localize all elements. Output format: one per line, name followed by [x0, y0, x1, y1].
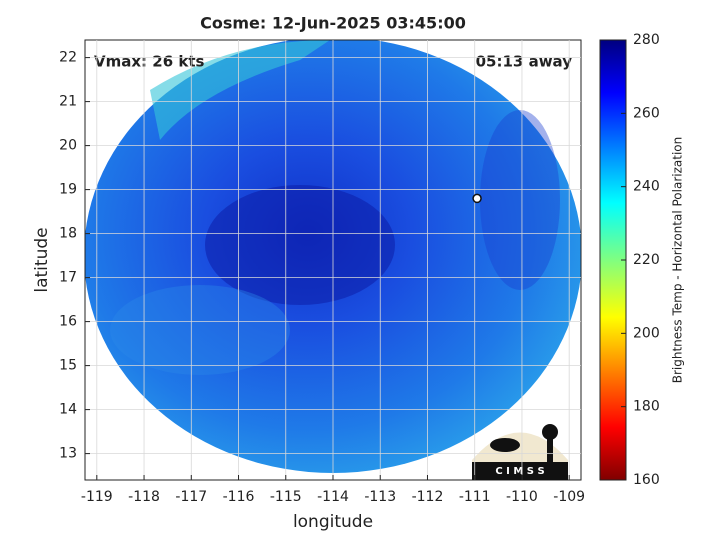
x-tick-label: -114 [317, 489, 349, 505]
warm-patch [110, 285, 290, 375]
colorbar-label: Brightness Temp - Horizontal Polarizatio… [671, 137, 685, 384]
y-axis-label: latitude [32, 227, 52, 292]
colorbar-tick-label: 260 [633, 105, 660, 121]
x-tick-label: -117 [175, 489, 207, 505]
cold-core [205, 185, 395, 305]
colorbar-tick-label: 280 [633, 32, 660, 48]
x-tick-label: -116 [223, 489, 255, 505]
y-tick-label: 13 [59, 446, 77, 462]
cimss-logo: C I M S S [472, 424, 568, 480]
x-tick-label: -115 [270, 489, 302, 505]
colorbar-tick-label: 240 [633, 179, 660, 195]
storm-center [472, 193, 482, 204]
y-tick-label: 18 [59, 226, 77, 242]
x-tick-label: -118 [128, 489, 160, 505]
y-tick-label: 17 [59, 270, 77, 286]
x-tick-label: -119 [81, 489, 113, 505]
x-tick-label: -111 [459, 489, 491, 505]
colorbar-tick-label: 220 [633, 252, 660, 268]
chart-title: Cosme: 12-Jun-2025 03:45:00 [200, 14, 466, 33]
x-tick-label: -109 [553, 489, 585, 505]
logo-text: C I M S S [495, 466, 544, 477]
annotation-vmax: Vmax: 26 kts [94, 53, 204, 71]
colorbar-tick-label: 200 [633, 325, 660, 341]
y-tick-label: 22 [59, 50, 77, 66]
y-tick-label: 16 [59, 314, 77, 330]
y-tick-label: 21 [59, 94, 77, 110]
y-tick-label: 14 [59, 402, 77, 418]
y-tick-label: 19 [59, 182, 77, 198]
colorbar-tick-label: 160 [633, 472, 660, 488]
y-tick-label: 15 [59, 358, 77, 374]
cold-patch [480, 110, 560, 290]
x-tick-label: -110 [506, 489, 538, 505]
y-tick-label: 20 [59, 138, 77, 154]
x-tick-label: -113 [364, 489, 396, 505]
warm-region [150, 40, 330, 140]
x-tick-label: -112 [412, 489, 444, 505]
colorbar-tick-label: 180 [633, 399, 660, 415]
x-axis-label: longitude [293, 512, 373, 532]
annotation-time: 05:13 away [476, 53, 573, 71]
